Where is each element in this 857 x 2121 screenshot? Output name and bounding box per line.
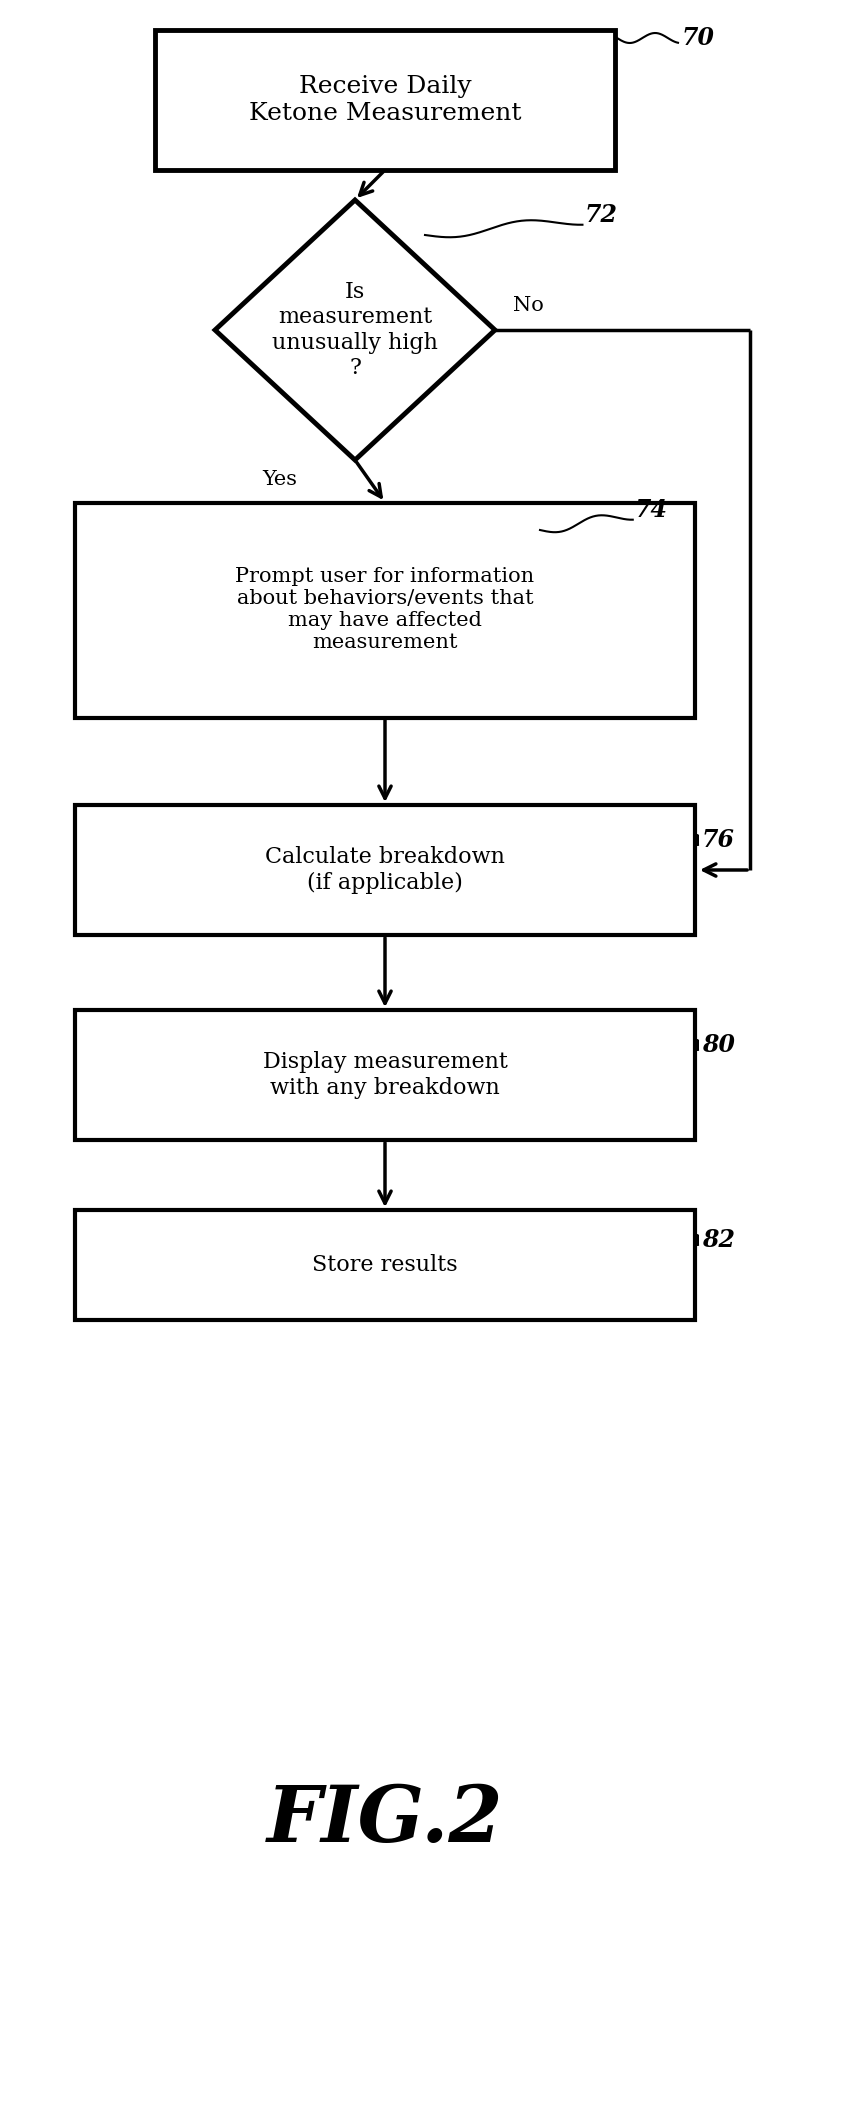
Text: Calculate breakdown
(if applicable): Calculate breakdown (if applicable) [265,846,505,893]
Text: Receive Daily
Ketone Measurement: Receive Daily Ketone Measurement [249,74,521,125]
Text: 72: 72 [585,204,618,227]
Text: Display measurement
with any breakdown: Display measurement with any breakdown [262,1052,507,1099]
Bar [75,503,695,717]
Bar [75,1209,695,1319]
Text: Yes: Yes [262,471,297,490]
Bar [75,1010,695,1139]
Text: FIG.2: FIG.2 [267,1782,503,1858]
Text: 80: 80 [702,1033,735,1056]
Text: Store results: Store results [312,1254,458,1277]
Bar [75,806,695,935]
Text: 76: 76 [702,827,735,853]
Text: 74: 74 [635,498,668,522]
Bar [155,30,615,170]
Text: 70: 70 [682,25,715,51]
Polygon shape [215,199,495,460]
Text: No: No [513,297,543,316]
Text: 82: 82 [702,1228,735,1251]
Text: Prompt user for information
about behaviors/events that
may have affected
measur: Prompt user for information about behavi… [236,568,535,653]
Text: Is
measurement
unusually high
?: Is measurement unusually high ? [272,280,438,380]
